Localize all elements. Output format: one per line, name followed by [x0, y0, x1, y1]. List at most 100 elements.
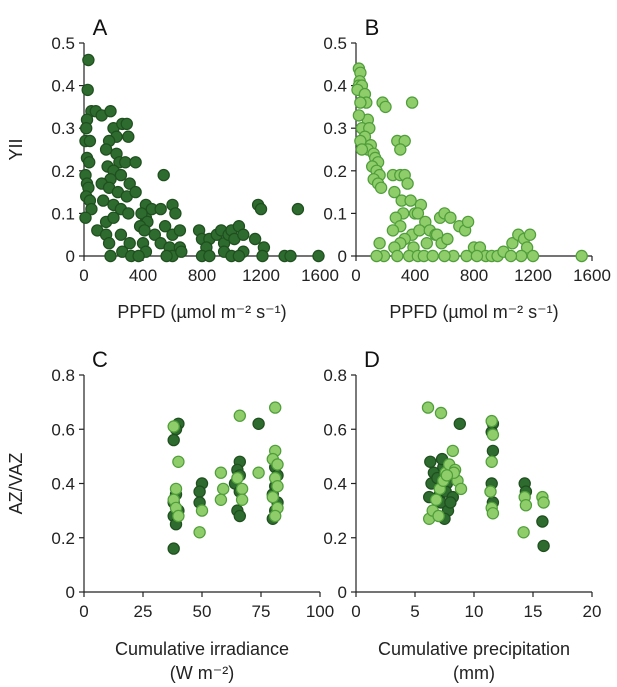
chart-a-point-dark	[312, 249, 325, 263]
chart-a-panel	[79, 42, 325, 263]
chart-b-x-tick-label: 1600	[573, 266, 611, 285]
chart-b-point-light	[420, 236, 433, 250]
chart-b-point-light	[506, 236, 519, 250]
chart-b-point-light	[388, 185, 401, 199]
chart-b-point-light	[441, 232, 454, 246]
chart-b-point-light	[444, 211, 457, 224]
chart-c-point-light	[233, 409, 246, 422]
chart-a-point-dark	[82, 53, 95, 67]
chart-a-point-dark	[256, 249, 269, 263]
chart-a-x-tick-label: 800	[188, 266, 216, 285]
chart-b-point-light	[352, 109, 366, 122]
chart-a-panel-label: A	[93, 15, 108, 40]
chart-a-point-dark	[79, 211, 92, 224]
chart-d-x-axis-title-line2: (mm)	[453, 663, 495, 683]
chart-c-point-light	[193, 526, 206, 539]
chart-c-point-light	[172, 509, 185, 523]
chart-c-panel	[79, 374, 321, 597]
chart-a-point-dark	[132, 249, 145, 263]
chart-a-point-dark	[83, 134, 97, 148]
chart-b-point-light	[374, 181, 388, 194]
chart-b-point-light	[354, 96, 367, 109]
chart-c-x-tick-label: 25	[134, 602, 153, 621]
chart-d-x-axis-title: Cumulative precipitation	[378, 639, 570, 659]
chart-b-point-light	[394, 143, 407, 156]
chart-c-x-tick-label: 0	[79, 602, 88, 621]
chart-c-point-light	[214, 466, 228, 479]
chart-c-y-tick-label: 0.4	[51, 475, 75, 494]
chart-d-x-tick-label: 15	[524, 602, 543, 621]
chart-d-y-tick-label: 0.6	[323, 420, 347, 439]
chart-d-panel-label: D	[364, 347, 380, 372]
chart-a-point-dark	[154, 202, 167, 216]
chart-a-point-dark	[138, 224, 151, 237]
chart-b-point-light	[523, 228, 537, 241]
chart-a-point-dark	[120, 117, 134, 131]
chart-c-y-tick-label: 0	[66, 583, 75, 602]
chart-a-point-dark	[237, 228, 250, 241]
chart-b-point-light	[405, 96, 419, 109]
chart-c-y-tick-label: 0.2	[51, 529, 75, 548]
chart-b-point-light	[470, 249, 484, 263]
chart-d-y-tick-label: 0.2	[323, 529, 347, 548]
chart-a-point-dark	[123, 177, 136, 190]
chart-a-point-dark	[102, 236, 116, 250]
chart-d-y-tick-label: 0.8	[323, 366, 347, 385]
chart-a-point-dark	[148, 228, 161, 241]
chart-b-panel	[351, 42, 593, 263]
chart-d-point-light	[440, 469, 454, 482]
chart-a-point-dark	[123, 236, 136, 250]
chart-c-point-light	[167, 420, 180, 433]
chart-b-point-light	[460, 249, 473, 263]
chart-c-y-axis-title: AZ/VAZ	[6, 453, 26, 515]
chart-d-point-dark	[453, 417, 466, 430]
chart-a-point-dark	[99, 143, 113, 156]
chart-d-point-light	[446, 444, 459, 458]
chart-c-point-light	[269, 509, 282, 523]
chart-a-x-axis-title: PPFD (µmol m⁻² s⁻¹)	[117, 302, 286, 322]
chart-c-point-light	[266, 490, 279, 504]
chart-a-point-dark	[157, 168, 170, 182]
chart-a-point-dark	[284, 249, 297, 263]
chart-d-point-dark	[486, 444, 500, 458]
chart-d-point-light	[486, 507, 500, 520]
chart-a-x-tick-label: 400	[129, 266, 157, 285]
chart-b-x-tick-label: 0	[351, 266, 360, 285]
chart-c-x-tick-label: 50	[193, 602, 212, 621]
chart-b-y-tick-label: 0	[338, 247, 347, 266]
chart-a-point-dark	[135, 207, 148, 220]
chart-b-point-light	[355, 143, 369, 156]
chart-a-y-tick-label: 0	[66, 247, 75, 266]
chart-a-y-tick-label: 0.2	[51, 162, 75, 181]
chart-b-point-light	[438, 249, 451, 263]
chart-a-point-dark	[122, 130, 135, 143]
chart-a-point-dark	[114, 228, 128, 241]
chart-c-point-light	[195, 504, 209, 517]
chart-d-point-light	[432, 509, 445, 523]
chart-b-point-light	[370, 249, 383, 263]
chart-b-point-light	[404, 194, 417, 207]
chart-c-point-light	[235, 493, 249, 506]
chart-b-point-light	[379, 100, 392, 114]
chart-c-point-light	[269, 401, 282, 414]
chart-b-point-light	[461, 215, 475, 229]
chart-c-point-dark	[252, 417, 265, 430]
chart-a-point-dark	[254, 202, 268, 216]
chart-b-point-light	[526, 249, 540, 263]
chart-c-point-light	[172, 455, 185, 468]
chart-a-point-dark	[104, 249, 117, 263]
chart-d-y-tick-label: 0	[338, 583, 347, 602]
chart-d-x-tick-label: 5	[410, 602, 419, 621]
chart-a-point-dark	[85, 202, 98, 216]
chart-c-point-dark	[167, 542, 180, 555]
chart-d-point-light	[484, 485, 497, 498]
chart-b-point-light	[373, 236, 386, 250]
chart-a-y-tick-label: 0.1	[51, 204, 75, 223]
chart-c-point-dark	[167, 433, 180, 447]
chart-a-point-dark	[79, 121, 93, 135]
chart-a-y-axis-title: YII	[6, 138, 26, 160]
chart-d-point-light	[434, 406, 448, 420]
chart-a-x-tick-label: 0	[79, 266, 88, 285]
chart-d-point-light	[517, 526, 530, 539]
